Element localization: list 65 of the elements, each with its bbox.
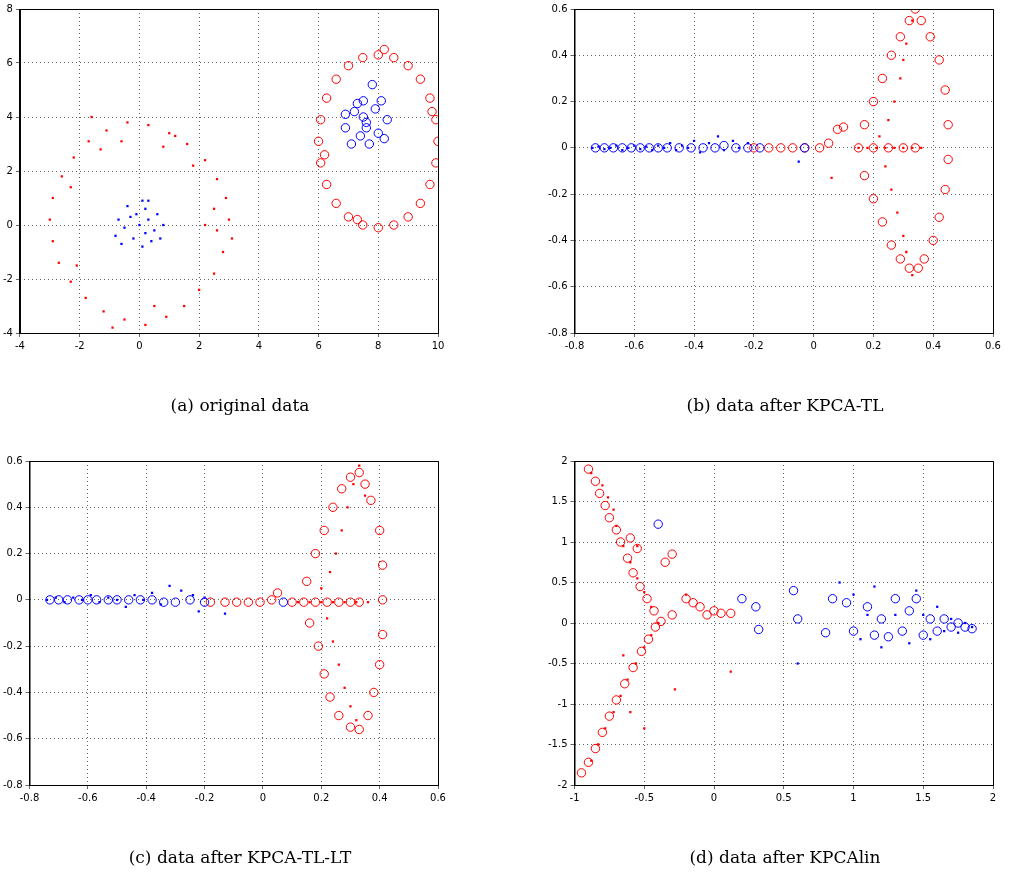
y-tick-label: -0.6 [548, 280, 568, 292]
x-tick-label: 8 [375, 339, 382, 351]
x-tick-label: 0.4 [925, 339, 942, 351]
y-tick-label: -0.2 [3, 639, 23, 651]
y-tick-label: 1.5 [551, 495, 568, 507]
y-tick-label: -0.8 [548, 326, 568, 338]
y-tick-label: -0.4 [3, 686, 23, 698]
x-tick-label: 6 [315, 339, 322, 351]
y-tick-label: -0.8 [3, 778, 23, 790]
x-tick-label: 0.6 [430, 791, 446, 803]
x-tick-label: -1 [569, 791, 580, 803]
y-tick-label: -2 [2, 272, 13, 284]
y-tick-label: 1 [561, 535, 568, 547]
x-tick-label: 1.5 [915, 791, 932, 803]
y-tick-label: 2 [6, 164, 13, 176]
y-tick-label: -1 [557, 697, 568, 709]
x-tick-label: -2 [74, 339, 85, 351]
y-tick-label: 0.4 [6, 500, 23, 512]
y-tick-label: 8 [6, 2, 13, 14]
x-tick-label: 1 [850, 791, 857, 803]
x-tick-label: -0.5 [634, 791, 655, 803]
x-tick-label: 0.2 [865, 339, 882, 351]
y-tick-label: 0 [561, 141, 568, 153]
y-tick-label: 0 [16, 593, 23, 605]
x-tick-label: -0.4 [136, 791, 156, 803]
x-tick-label: 10 [431, 339, 445, 351]
y-tick-label: 0.6 [551, 2, 568, 14]
x-tick-label: 0 [259, 791, 267, 803]
text: (b) data after KPCA-TL [685, 395, 885, 415]
x-tick-label: 0.6 [985, 339, 1001, 351]
x-tick-label: 0 [710, 791, 718, 803]
y-tick-label: 0.2 [6, 547, 23, 559]
x-tick-label: 2 [195, 339, 203, 351]
x-tick-label: 0 [136, 339, 143, 351]
y-tick-label: 2 [561, 454, 568, 466]
y-tick-label: 6 [6, 56, 13, 68]
x-tick-label: -0.4 [684, 339, 704, 351]
y-tick-label: 0.2 [551, 95, 568, 107]
x-tick-label: -0.2 [744, 339, 764, 351]
x-tick-label: 0.5 [775, 791, 792, 803]
y-tick-label: 0.5 [551, 576, 568, 588]
y-tick-label: 0 [6, 218, 13, 230]
x-tick-label: -0.6 [78, 791, 98, 803]
x-tick-label: 0.2 [313, 791, 330, 803]
text: (d) data after KPCAlin [688, 847, 882, 867]
x-tick-label: 2 [989, 791, 997, 803]
x-tick-label: -0.2 [194, 791, 215, 803]
y-tick-label: -0.4 [548, 234, 568, 246]
y-tick-label: 4 [6, 110, 13, 122]
x-tick-label: 0.4 [371, 791, 388, 803]
y-tick-label: 0 [561, 616, 568, 628]
y-tick-label: 0.4 [551, 48, 568, 60]
x-tick-label: -0.6 [624, 339, 645, 351]
y-tick-label: -0.5 [548, 657, 568, 669]
y-tick-label: -0.6 [3, 732, 23, 744]
y-tick-label: -1.5 [548, 738, 568, 750]
x-tick-label: 0 [810, 339, 817, 351]
x-tick-label: 4 [255, 339, 263, 351]
y-tick-label: -0.2 [548, 187, 568, 199]
y-tick-label: -4 [2, 326, 13, 338]
y-tick-label: -2 [557, 778, 568, 790]
y-tick-label: 0.6 [6, 454, 23, 466]
x-tick-label: -0.8 [19, 791, 40, 803]
text: (c) data after KPCA-TL-LT [127, 847, 353, 867]
text: (a) original data [169, 395, 311, 415]
